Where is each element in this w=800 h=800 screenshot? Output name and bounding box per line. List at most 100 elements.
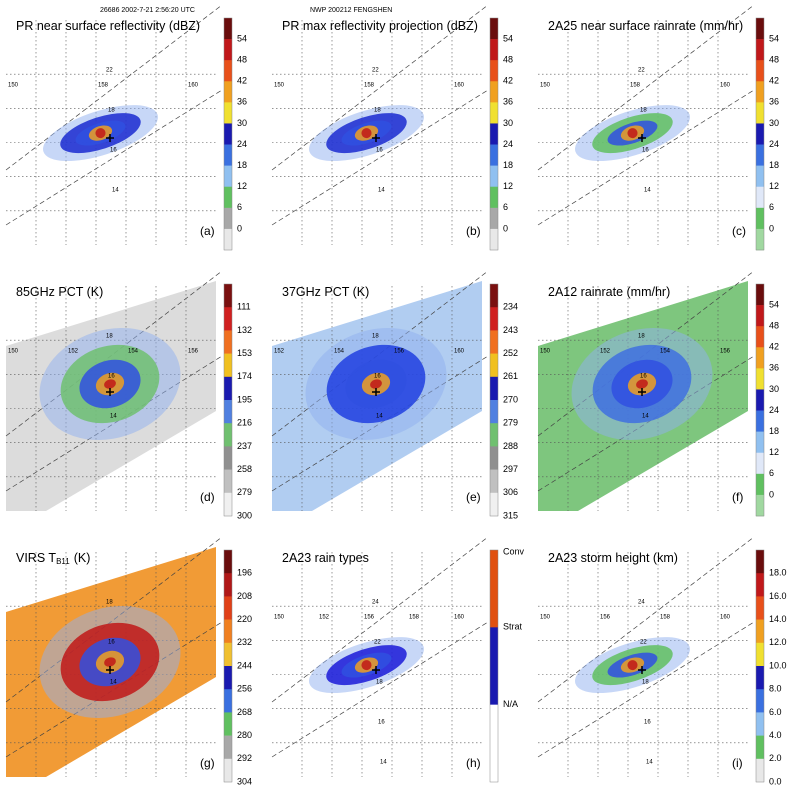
title-text: 85GHz PCT (K) [16, 285, 103, 299]
colorbar-label: 42 [769, 342, 779, 352]
colorbar-label: 244 [237, 660, 252, 670]
colorbar-segment [490, 228, 498, 251]
lon-label: 158 [660, 615, 671, 621]
colorbar-label: Conv [503, 546, 525, 556]
lat-label: 16 [376, 148, 383, 154]
colorbar-label: 0.0 [769, 776, 782, 786]
panel-letter: (b) [466, 224, 481, 238]
colorbar-segment [224, 353, 232, 378]
colorbar-label: 243 [503, 325, 518, 335]
lat-label: 16 [110, 148, 117, 154]
colorbar-label: N/A [503, 699, 518, 709]
colorbar-label: 54 [769, 33, 779, 43]
colorbar-label: 258 [237, 464, 252, 474]
colorbar-label: 292 [237, 753, 252, 763]
colorbar-label: 6 [769, 468, 774, 478]
colorbar-frame [489, 283, 499, 517]
colorbar-label: 18 [503, 160, 513, 170]
colorbar-segment [224, 39, 232, 61]
colorbar-segment [756, 666, 764, 690]
panel: 24 22 18 16 14 150 152 156 158 160 2A23 rain types… [271, 536, 525, 783]
colorbar-segment [756, 758, 764, 783]
storm-center [106, 666, 114, 674]
title-text: VIRS T [16, 551, 56, 565]
panel: 22 18 16 14 150 158 160 2A25 near surface rainr… [537, 4, 779, 251]
colorbar-segment [756, 144, 764, 166]
colorbar-segment [224, 573, 232, 597]
colorbar-segment [224, 400, 232, 424]
colorbar-segment [756, 18, 764, 40]
panel-title: PR near surface reflectivity (dBZ) [16, 19, 200, 33]
colorbar-label: 280 [237, 730, 252, 740]
lon-label: 160 [454, 83, 465, 89]
title-text: PR near surface reflectivity (dBZ) [16, 19, 200, 33]
lat-label: 18 [640, 108, 647, 114]
swath-edge [5, 4, 223, 171]
colorbar-label: 153 [237, 348, 252, 358]
lon-label: 156 [364, 615, 375, 621]
swath-edge [271, 621, 489, 758]
colorbar-segment [490, 446, 498, 470]
lat-label: 16 [374, 374, 381, 380]
colorbar-segment [756, 642, 764, 667]
colorbar-label: 48 [503, 55, 513, 65]
colorbar-label: Strat [503, 622, 523, 632]
colorbar-segment [490, 550, 498, 628]
colorbar-segment [224, 666, 232, 690]
panel-title: PR max reflectivity projection (dBZ) [282, 19, 478, 33]
lon-label: 152 [600, 349, 611, 355]
colorbar-segment [224, 228, 232, 251]
colorbar-segment [490, 123, 498, 145]
colorbar-label: 196 [237, 568, 252, 578]
colorbar-label: 14.0 [769, 614, 787, 624]
colorbar-segment [756, 596, 764, 620]
colorbar-label: 297 [503, 464, 518, 474]
colorbar-label: 10.0 [769, 660, 787, 670]
panel-title: 2A23 storm height (km) [548, 551, 678, 565]
colorbar-label: 4.0 [769, 730, 782, 740]
lon-label: 160 [720, 83, 731, 89]
colorbar-label: 54 [237, 33, 247, 43]
colorbar-segment [224, 330, 232, 354]
lat-label: 16 [108, 374, 115, 380]
colorbar-segment [756, 389, 764, 411]
colorbar-label: 18.0 [769, 568, 787, 578]
lat-label: 16 [642, 148, 649, 154]
swath-edge [5, 621, 223, 758]
lat-label: 16 [378, 720, 385, 726]
lon-label: 160 [720, 615, 731, 621]
colorbar-label: 174 [237, 371, 252, 381]
lon-label: 156 [188, 349, 199, 355]
swath-edge [537, 621, 755, 758]
title-subscript: B11 [56, 557, 70, 566]
colorbar-label: 48 [769, 55, 779, 65]
colorbar-label: 24 [769, 405, 779, 415]
colorbar-label: 6 [769, 202, 774, 212]
colorbar-segment [490, 284, 498, 308]
colorbar-label: 48 [237, 55, 247, 65]
storm-feature [361, 660, 372, 671]
colorbar-segment [490, 207, 498, 230]
lat-label: 14 [376, 414, 383, 420]
panel-title: 2A12 rainrate (mm/hr) [548, 285, 670, 299]
lon-label: 154 [334, 349, 345, 355]
swath-edge [537, 89, 755, 226]
title-text: 37GHz PCT (K) [282, 285, 369, 299]
panel-letter: (i) [732, 756, 743, 770]
colorbar-label: 54 [503, 33, 513, 43]
colorbar-segment [490, 60, 498, 82]
colorbar-segment [224, 207, 232, 230]
colorbar-label: 16.0 [769, 591, 787, 601]
colorbar-segment [224, 446, 232, 470]
colorbar-segment [490, 102, 498, 124]
colorbar-segment [224, 492, 232, 517]
lon-label: 156 [600, 615, 611, 621]
storm-feature [627, 128, 638, 139]
colorbar-segment [224, 689, 232, 713]
colorbar-segment [756, 228, 764, 251]
swath-edge [271, 355, 489, 492]
lat-label: 18 [372, 334, 379, 340]
colorbar-label: 304 [237, 776, 252, 786]
panel-letter: (g) [200, 756, 215, 770]
colorbar-label: 12 [237, 181, 247, 191]
